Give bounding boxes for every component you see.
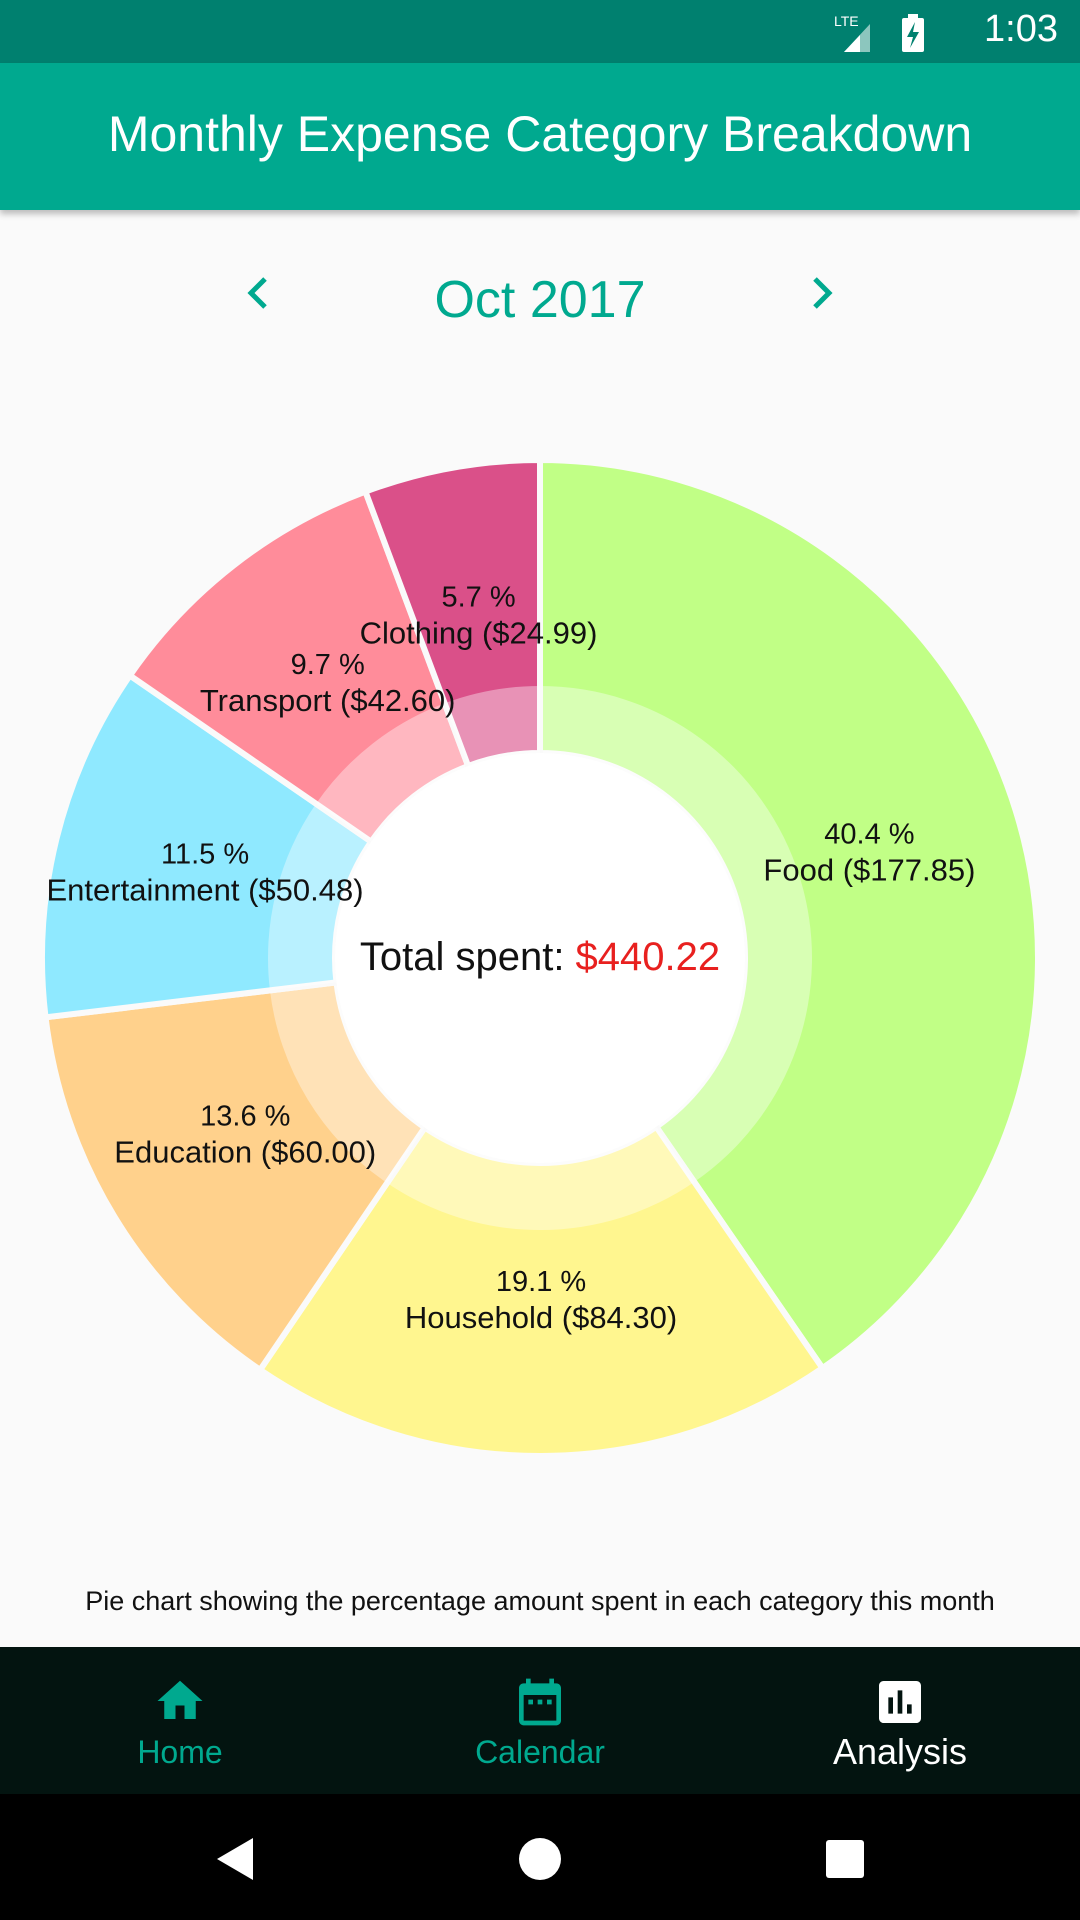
nav-calendar-label: Calendar: [475, 1734, 605, 1770]
status-bar: LTE 1:03: [0, 0, 1080, 63]
home-icon: [157, 1680, 203, 1719]
total-spent-value: $440.22: [576, 935, 721, 979]
pie-chart-svg: 40.4 %Food ($177.85) 19.1 %Household ($84…: [39, 456, 1041, 1459]
nav-home[interactable]: Home: [0, 1647, 360, 1794]
slice-amount-label: Household ($84.30): [405, 1300, 677, 1335]
nav-calendar[interactable]: Calendar: [360, 1647, 720, 1794]
expense-pie-chart: 40.4 % Food ($177.85) 19.1 % Household ($84…: [0, 430, 1080, 1490]
pie-slice-household[interactable]: [255, 1122, 827, 1459]
analysis-icon: [879, 1681, 921, 1723]
previous-month-button[interactable]: [228, 263, 288, 323]
back-button[interactable]: [200, 1824, 270, 1894]
slice-percent-label: 40.4 %: [824, 819, 914, 851]
total-spent-caption: Total spent:: [360, 935, 576, 979]
total-spent-label: Total spent: $440.22: [360, 935, 720, 979]
app-title: Monthly Expense Category Breakdown: [107, 106, 973, 162]
month-navigator: Oct 2017: [0, 255, 1080, 345]
chevron-left-icon: [247, 277, 267, 309]
chart-caption: Pie chart showing the percentage amount …: [85, 1586, 995, 1616]
slice-amount-label: Entertainment ($50.48): [47, 872, 364, 907]
slice-amount-label: Food ($177.85): [763, 853, 975, 888]
slice-percent-label: 9.7 %: [291, 649, 365, 681]
next-month-button[interactable]: [792, 263, 852, 323]
slice-percent-label: 11.5 %: [161, 838, 249, 870]
month-label: Oct 2017: [434, 271, 646, 329]
battery-charging-icon: [902, 14, 924, 52]
nav-home-label: Home: [137, 1734, 223, 1770]
slice-amount-label: Transport ($42.60): [200, 683, 456, 718]
pie-center: [335, 753, 745, 1163]
recents-button[interactable]: [810, 1824, 880, 1894]
recents-square-icon: [826, 1840, 864, 1878]
system-navigation-bar: [0, 1794, 1080, 1920]
back-icon: [217, 1838, 253, 1880]
bottom-navigation: Home Calendar Analysis: [0, 1647, 1080, 1794]
calendar-icon: [519, 1678, 561, 1726]
home-system-button[interactable]: [505, 1824, 575, 1894]
signal-icon: [844, 24, 870, 52]
nav-analysis-label: Analysis: [832, 1731, 968, 1772]
slice-amount-label: Education ($60.00): [114, 1134, 376, 1169]
slice-percent-label: 13.6 %: [200, 1100, 290, 1132]
status-icons: LTE: [830, 12, 950, 56]
chevron-right-icon: [813, 277, 833, 309]
status-time: 1:03: [984, 8, 1058, 50]
network-type: LTE: [834, 13, 859, 29]
slice-amount-label: Clothing ($24.99): [360, 616, 598, 651]
nav-analysis[interactable]: Analysis: [720, 1647, 1080, 1794]
app-bar: Monthly Expense Category Breakdown: [0, 63, 1080, 210]
slice-percent-label: 19.1 %: [496, 1266, 586, 1298]
slice-percent-label: 5.7 %: [441, 582, 515, 614]
home-circle-icon: [519, 1838, 561, 1880]
